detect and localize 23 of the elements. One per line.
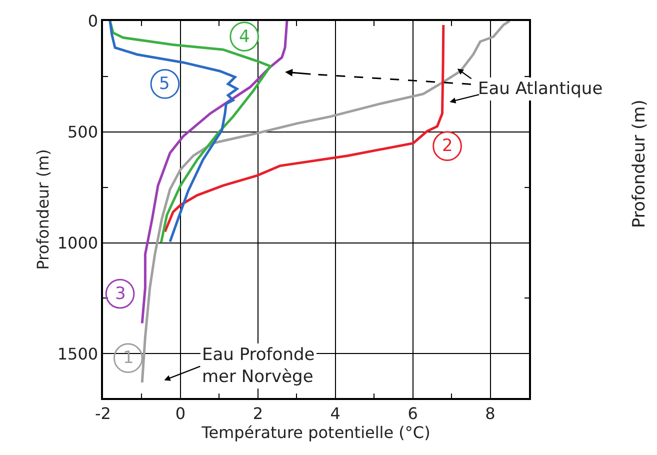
x-axis-title: Température potentielle (°C): [200, 422, 430, 442]
series-label: 4: [239, 27, 250, 47]
y-tick-label: 500: [68, 122, 98, 142]
y-tick-label: 1000: [57, 233, 98, 252]
series-label: 5: [159, 74, 170, 94]
x-tick-label: 8: [485, 404, 496, 423]
x-tick-label: 4: [330, 404, 340, 423]
x-tick-label: -2: [95, 404, 111, 423]
x-tick-label: 6: [408, 404, 418, 423]
series-label: 3: [115, 284, 126, 304]
annotation: Eau Atlantique: [478, 79, 603, 99]
line-series: [108, 21, 272, 244]
line-series: [140, 21, 288, 325]
y-axis-title: Profondeur (m): [34, 149, 53, 270]
x-tick-label: 2: [252, 404, 264, 423]
line-series: [108, 21, 238, 243]
series-label: 2: [442, 136, 453, 156]
y-tick-label: 0: [88, 12, 98, 31]
text: Profondeur (m): [630, 100, 650, 228]
series-label: 1: [123, 348, 134, 368]
annotation: Eau Profonde mer Norvège: [202, 345, 315, 388]
x-tick-label: 0: [175, 404, 186, 423]
y-tick-label: 1500: [57, 344, 98, 364]
